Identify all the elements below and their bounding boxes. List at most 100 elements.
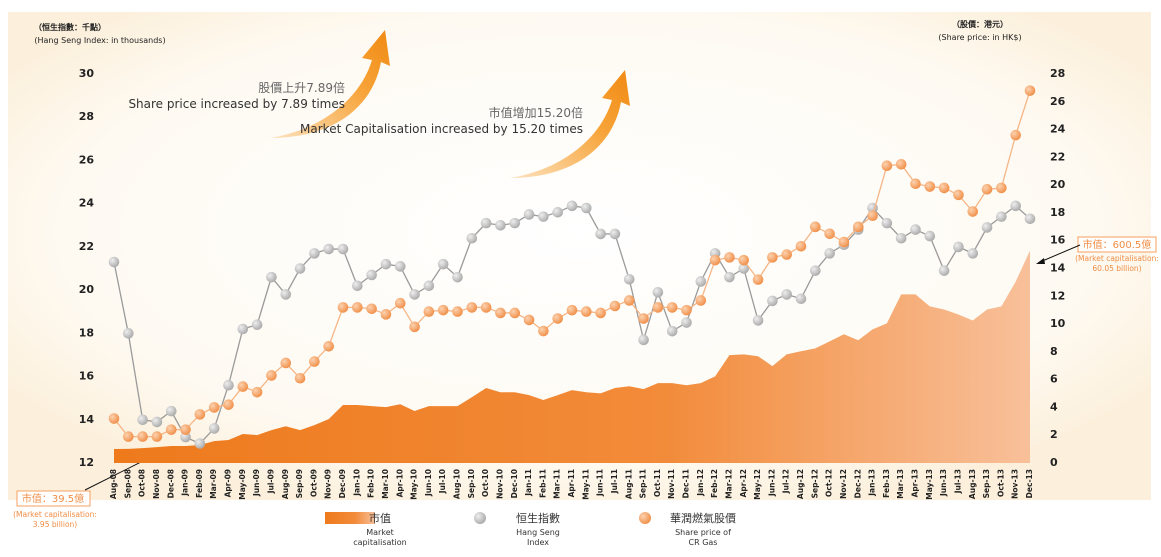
point <box>781 289 792 300</box>
point <box>280 289 291 300</box>
x-tick-label: Jul-13 <box>953 469 962 494</box>
x-tick-label: Oct-12 <box>825 469 834 497</box>
y2-tick-label: 0 <box>1050 456 1058 469</box>
y-tick-label: 14 <box>79 413 95 426</box>
right-axis-subtitle: (Share price: in HK$) <box>938 33 1021 42</box>
point <box>939 183 950 194</box>
start-note: (Market capitalisation: <box>13 510 97 519</box>
point <box>753 274 764 285</box>
end-note: 60.05 billion) <box>1092 264 1141 273</box>
x-tick-label: Aug-12 <box>796 469 805 499</box>
point <box>910 178 921 189</box>
legend-label: 華潤燃氣股價 <box>670 511 736 525</box>
x-tick-label: Apr-12 <box>739 469 748 497</box>
x-tick-label: Feb-10 <box>367 469 376 498</box>
x-tick-label: Sep-11 <box>639 469 648 498</box>
point <box>452 306 463 317</box>
right-axis-title: （股價：港元） <box>952 19 1008 29</box>
x-tick-label: May-10 <box>410 469 419 500</box>
point <box>939 265 950 276</box>
point <box>925 181 936 192</box>
legend-label-en: Market <box>366 528 394 537</box>
point <box>252 387 263 398</box>
y2-tick-label: 6 <box>1050 373 1058 386</box>
point <box>653 287 664 298</box>
y2-tick-label: 24 <box>1050 123 1066 136</box>
y-tick-label: 18 <box>79 326 94 339</box>
x-tick-label: Dec-13 <box>1025 469 1034 498</box>
point <box>610 301 621 312</box>
point <box>1025 213 1036 224</box>
legend-label-en: Hang Seng <box>516 528 560 537</box>
point <box>309 248 320 259</box>
x-tick-label: May-12 <box>753 469 762 500</box>
point <box>552 313 563 324</box>
y-tick-label: 16 <box>79 370 95 383</box>
point <box>366 270 377 281</box>
x-tick-label: Mar-12 <box>724 469 733 499</box>
point <box>810 222 821 233</box>
point <box>381 259 392 270</box>
x-tick-label: Feb-09 <box>195 469 204 498</box>
x-tick-label: Mar-13 <box>896 469 905 499</box>
start-label: 市值：39.5億 <box>22 492 84 505</box>
y2-tick-label: 12 <box>1050 289 1065 302</box>
y2-tick-label: 10 <box>1050 317 1066 330</box>
end-label: 市值：600.5億 <box>1083 238 1152 251</box>
legend-label-en: CR Gas <box>689 538 718 547</box>
point <box>395 298 406 309</box>
annotation: Share price increased by 7.89 times <box>128 97 345 111</box>
y2-tick-label: 26 <box>1050 95 1066 108</box>
point <box>567 201 578 212</box>
point <box>910 224 921 235</box>
point <box>1010 130 1021 141</box>
point <box>323 244 334 255</box>
point <box>595 229 606 240</box>
point <box>266 272 277 283</box>
x-tick-label: Sep-08 <box>123 469 132 498</box>
x-tick-label: Feb-12 <box>710 469 719 498</box>
x-tick-label: Sep-12 <box>810 469 819 498</box>
x-tick-label: Apr-11 <box>567 469 576 497</box>
point <box>137 414 148 425</box>
legend-label: 市值 <box>369 511 391 525</box>
point <box>839 237 850 248</box>
y2-tick-label: 20 <box>1050 178 1066 191</box>
point <box>638 313 649 324</box>
x-tick-label: Mar-10 <box>381 469 390 499</box>
x-tick-label: Apr-09 <box>224 469 233 497</box>
x-tick-label: Sep-09 <box>295 469 304 498</box>
x-tick-label: Jan-12 <box>696 469 705 497</box>
point <box>796 293 807 304</box>
point <box>810 265 821 276</box>
x-tick-label: Aug-09 <box>281 469 290 499</box>
point <box>524 209 535 220</box>
x-tick-label: Apr-10 <box>395 469 404 497</box>
x-tick-label: Jun-09 <box>252 469 261 497</box>
point <box>624 274 635 285</box>
point <box>867 210 878 221</box>
x-tick-label: Dec-08 <box>166 469 175 498</box>
point <box>166 424 177 435</box>
point <box>109 257 120 268</box>
point <box>180 424 191 435</box>
legend-swatch <box>474 512 486 524</box>
x-tick-label: Feb-11 <box>538 469 547 498</box>
x-tick-label: Nov-12 <box>839 469 848 499</box>
point <box>467 233 478 244</box>
x-tick-label: Jul-11 <box>610 469 619 494</box>
y2-tick-label: 14 <box>1050 262 1066 275</box>
point <box>409 289 420 300</box>
point <box>395 261 406 272</box>
point <box>238 381 249 392</box>
point <box>538 326 549 337</box>
left-axis-subtitle: (Hang Seng Index: in thousands) <box>34 36 165 45</box>
point <box>538 211 549 222</box>
point <box>982 222 993 233</box>
y-tick-label: 20 <box>79 283 95 296</box>
point <box>581 203 592 214</box>
point <box>338 302 349 313</box>
legend-label-en: capitalisation <box>353 538 406 547</box>
point <box>696 276 707 287</box>
point <box>724 252 735 263</box>
